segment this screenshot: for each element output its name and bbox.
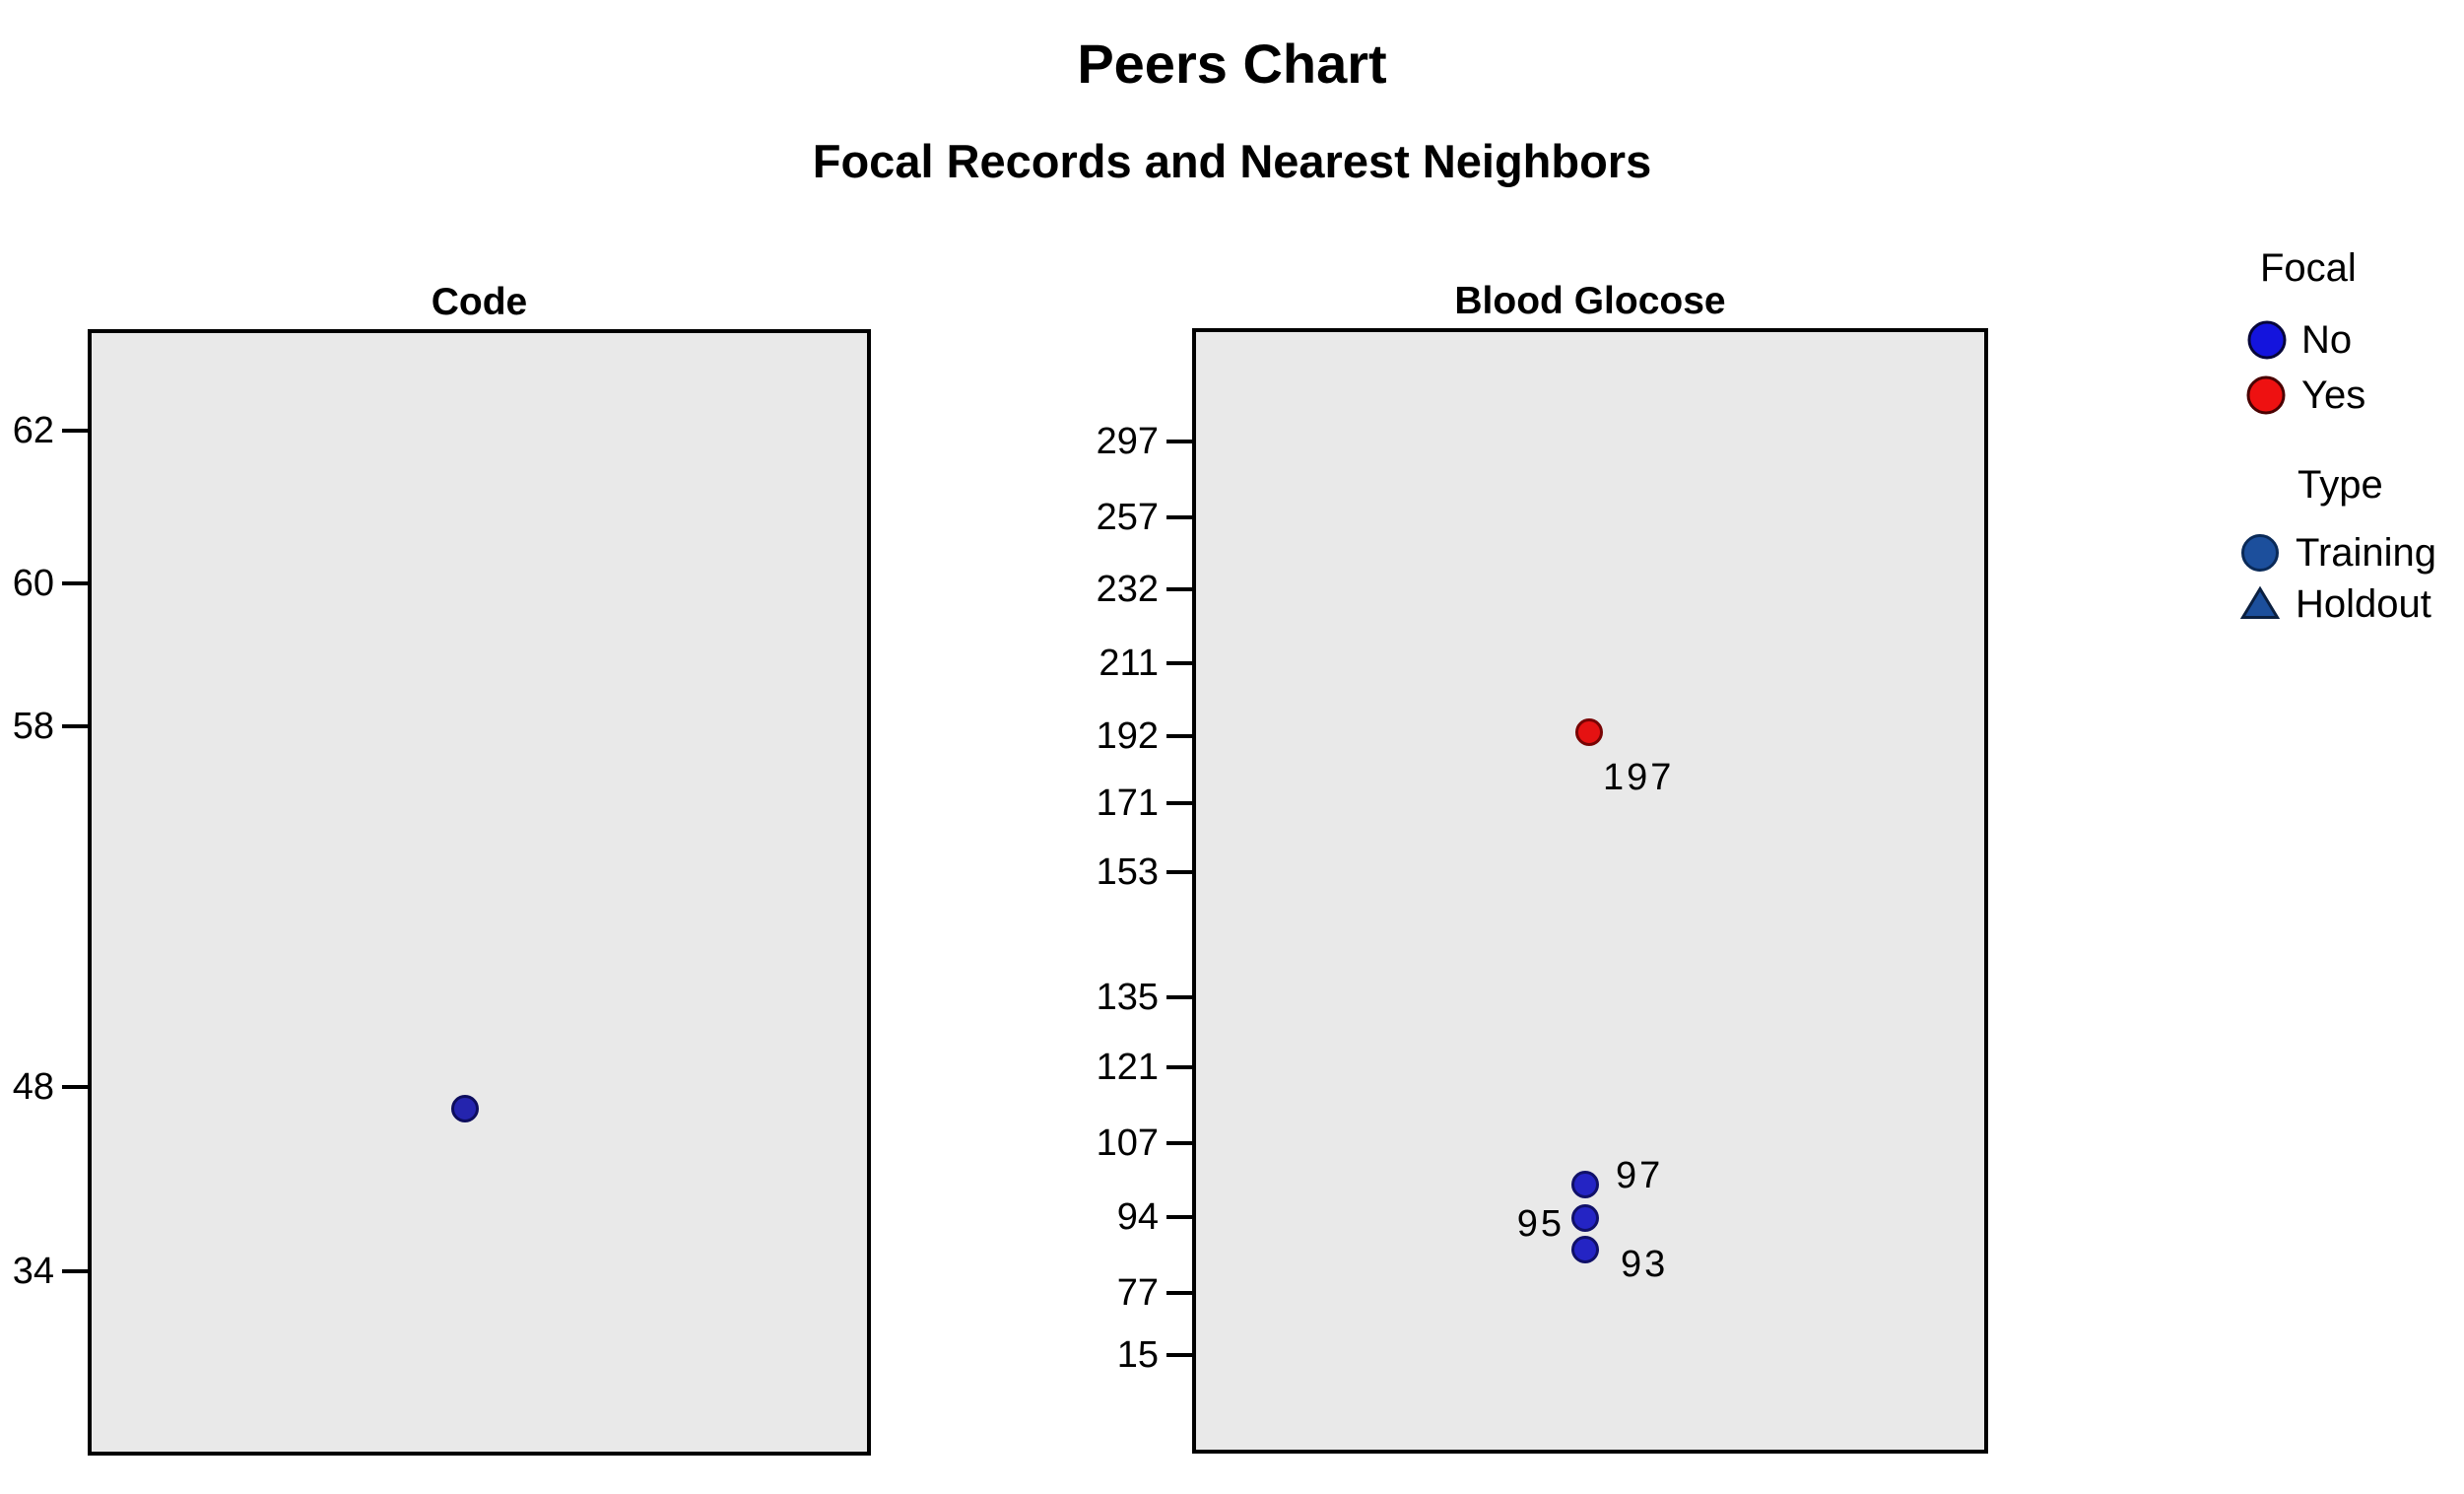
training-circle-icon	[2240, 533, 2281, 574]
data-point-blood-glocose-93	[1571, 1236, 1599, 1263]
y-axis-tick-blood-glocose-297	[1166, 440, 1192, 443]
y-axis-tick-blood-glocose-211	[1166, 661, 1192, 665]
y-axis-tick-label-blood-glocose-211: 211	[1099, 643, 1159, 684]
y-axis-tick-label-blood-glocose-15: 15	[1116, 1334, 1159, 1376]
data-point-blood-glocose-97	[1571, 1171, 1599, 1198]
y-axis-tick-code-34	[62, 1269, 88, 1273]
y-axis-tick-blood-glocose-135	[1166, 995, 1192, 999]
y-axis-tick-blood-glocose-232	[1166, 587, 1192, 591]
data-point-label-97: 97	[1616, 1155, 1664, 1196]
y-axis-tick-label-code-48: 48	[12, 1066, 54, 1108]
y-axis-tick-label-blood-glocose-135: 135	[1096, 977, 1159, 1018]
y-axis-tick-blood-glocose-192	[1166, 734, 1192, 738]
y-axis-tick-code-60	[62, 581, 88, 585]
panel-title-blood-glocose: Blood Glocose	[1454, 280, 1726, 322]
y-axis-tick-label-blood-glocose-121: 121	[1096, 1047, 1159, 1088]
y-axis-tick-blood-glocose-153	[1166, 870, 1192, 874]
y-axis-tick-blood-glocose-107	[1166, 1141, 1192, 1145]
y-axis-tick-label-blood-glocose-232: 232	[1096, 569, 1159, 610]
y-axis-tick-blood-glocose-257	[1166, 515, 1192, 519]
y-axis-tick-code-48	[62, 1085, 88, 1089]
legend-item-label-yes: Yes	[2301, 374, 2366, 417]
y-axis-tick-label-code-62: 62	[12, 410, 54, 451]
yes-circle-icon	[2245, 374, 2287, 416]
y-axis-tick-blood-glocose-15	[1166, 1353, 1192, 1357]
legend-section-title-type: Type	[2298, 463, 2383, 507]
y-axis-tick-label-blood-glocose-192: 192	[1096, 715, 1159, 757]
y-axis-tick-blood-glocose-171	[1166, 801, 1192, 805]
panel-title-code: Code	[431, 281, 528, 323]
y-axis-tick-label-blood-glocose-171: 171	[1096, 782, 1159, 824]
legend-item-label-no: No	[2301, 318, 2353, 362]
y-axis-tick-label-code-60: 60	[12, 563, 54, 604]
data-point-code-unlabeled	[451, 1095, 479, 1122]
y-axis-tick-code-62	[62, 429, 88, 433]
chart-subtitle: Focal Records and Nearest Neighbors	[812, 135, 1652, 187]
data-point-label-93: 93	[1621, 1244, 1669, 1285]
y-axis-tick-label-code-58: 58	[12, 706, 54, 747]
y-axis-tick-blood-glocose-94	[1166, 1215, 1192, 1219]
legend-item-label-training: Training	[2296, 531, 2437, 575]
data-point-label-95: 95	[1516, 1203, 1565, 1245]
legend-item-label-holdout: Holdout	[2296, 582, 2431, 626]
data-point-blood-glocose-95	[1571, 1204, 1599, 1232]
y-axis-tick-label-blood-glocose-77: 77	[1116, 1272, 1159, 1314]
y-axis-tick-label-blood-glocose-257: 257	[1096, 497, 1159, 538]
panel-plot-area-blood-glocose	[1192, 328, 1988, 1454]
data-point-label-197: 197	[1603, 757, 1675, 798]
legend-section-title-focal: Focal	[2260, 246, 2357, 290]
holdout-triangle-icon	[2239, 584, 2281, 625]
y-axis-tick-label-code-34: 34	[12, 1251, 54, 1292]
y-axis-tick-label-blood-glocose-153: 153	[1096, 851, 1159, 893]
no-circle-icon	[2246, 319, 2288, 361]
y-axis-tick-label-blood-glocose-107: 107	[1096, 1122, 1159, 1164]
chart-title: Peers Chart	[1077, 33, 1387, 95]
panel-plot-area-code	[88, 329, 871, 1456]
y-axis-tick-code-58	[62, 724, 88, 728]
y-axis-tick-label-blood-glocose-297: 297	[1096, 421, 1159, 462]
y-axis-tick-blood-glocose-77	[1166, 1291, 1192, 1295]
y-axis-tick-label-blood-glocose-94: 94	[1116, 1196, 1159, 1238]
data-point-blood-glocose-197	[1575, 718, 1603, 746]
y-axis-tick-blood-glocose-121	[1166, 1065, 1192, 1069]
